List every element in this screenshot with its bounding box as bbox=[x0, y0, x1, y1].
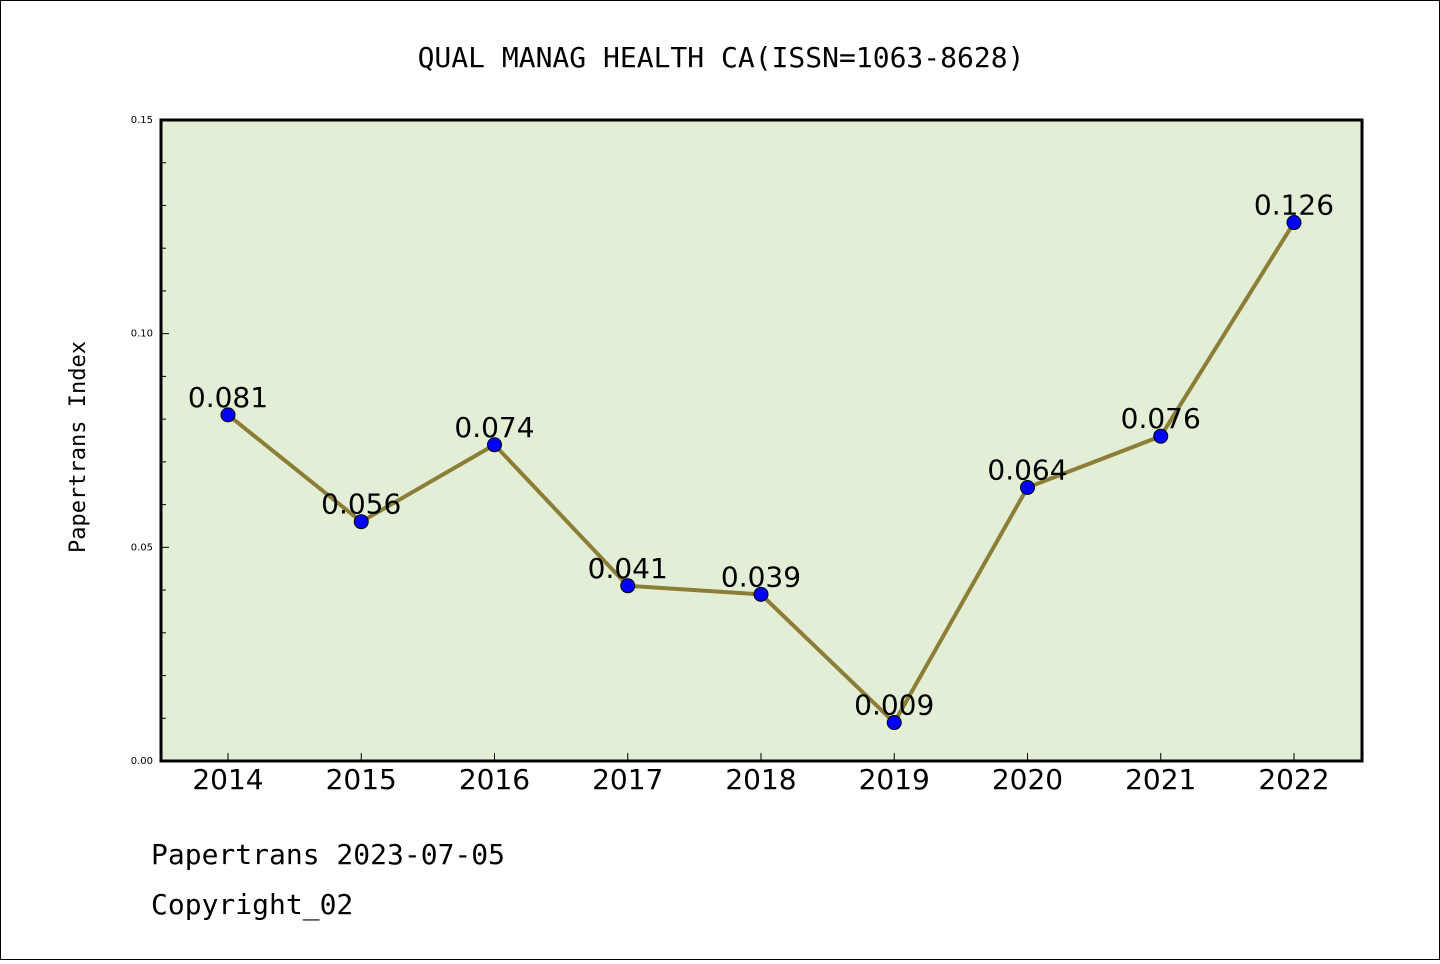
data-point bbox=[1286, 215, 1302, 231]
data-label: 0.126 bbox=[1254, 189, 1334, 222]
series-layer bbox=[220, 215, 1302, 731]
data-label: 0.041 bbox=[588, 552, 668, 585]
y-tick-label: 0.10 bbox=[131, 329, 153, 340]
data-point bbox=[353, 514, 369, 530]
data-label: 0.074 bbox=[454, 411, 534, 444]
data-label: 0.081 bbox=[188, 381, 268, 414]
data-label: 0.064 bbox=[987, 454, 1067, 487]
y-tick-label: 0.05 bbox=[131, 542, 153, 553]
footer-copyright: Copyright_02 bbox=[151, 888, 353, 922]
data-point bbox=[753, 586, 769, 602]
data-point bbox=[220, 407, 236, 423]
data-point bbox=[1153, 428, 1169, 444]
data-label: 0.056 bbox=[321, 488, 401, 521]
x-tick-label: 2017 bbox=[592, 763, 663, 796]
footer-date: Papertrans 2023-07-05 bbox=[151, 838, 505, 871]
y-axis-label: Papertrans Index bbox=[66, 341, 91, 553]
data-label: 0.039 bbox=[721, 560, 801, 593]
x-tick-label: 2018 bbox=[725, 763, 796, 796]
data-label: 0.076 bbox=[1121, 402, 1201, 435]
data-point bbox=[1020, 480, 1035, 496]
y-tick-label: 0.15 bbox=[131, 115, 153, 126]
x-tick-label: 2015 bbox=[326, 763, 397, 796]
data-point bbox=[487, 437, 502, 453]
x-tick-label: 2020 bbox=[992, 763, 1063, 796]
y-tick-label: 0.00 bbox=[131, 756, 153, 767]
x-tick-label: 2019 bbox=[859, 763, 930, 796]
data-labels-layer: 0.081 0.056 0.074 0.041 0.039 0.009 0.064 0.076… bbox=[188, 189, 1334, 722]
x-tick-label: 2016 bbox=[459, 763, 530, 796]
chart-title: QUAL MANAG HEALTH CA(ISSN=1063-8628) bbox=[418, 41, 1025, 74]
x-tick-label: 2014 bbox=[192, 763, 263, 796]
x-tick-label: 2021 bbox=[1125, 763, 1196, 796]
data-point bbox=[620, 578, 636, 594]
x-tick-label: 2022 bbox=[1258, 763, 1329, 796]
y-axis-ticks: 0.00 0.05 0.10 0.15 bbox=[131, 115, 169, 767]
data-point bbox=[886, 715, 902, 731]
plot-area bbox=[159, 118, 1364, 763]
data-label: 0.009 bbox=[854, 689, 934, 722]
x-axis-ticks: 2014 2015 2016 2017 2018 2019 2020 2021 2022 bbox=[192, 753, 1330, 796]
